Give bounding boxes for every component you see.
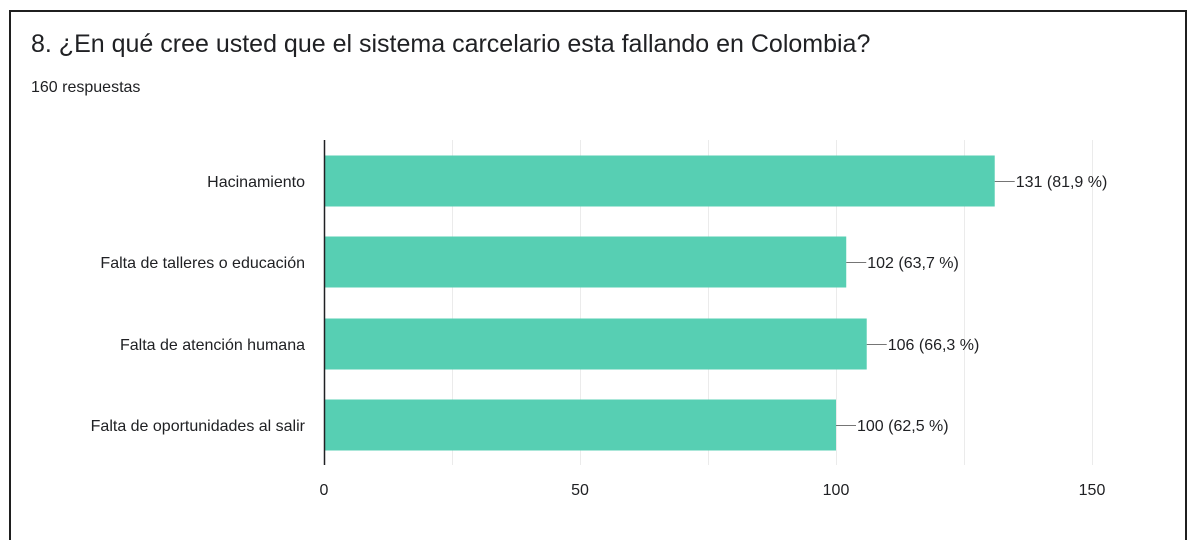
x-tick-label: 0: [320, 482, 329, 499]
x-tick-label: 150: [1079, 482, 1106, 499]
category-label: Hacinamiento: [207, 174, 305, 191]
data-label: 102 (63,7 %): [867, 255, 959, 272]
data-label: 106 (66,3 %): [888, 337, 980, 354]
data-label: 131 (81,9 %): [1016, 174, 1108, 191]
bar: [324, 236, 847, 288]
bar: [324, 155, 995, 207]
question-title: 8. ¿En qué cree usted que el sistema car…: [31, 30, 871, 58]
category-label: Falta de atención humana: [120, 337, 305, 354]
data-label: 100 (62,5 %): [857, 418, 949, 435]
bar: [324, 399, 836, 451]
bar-chart: 131 (81,9 %) Hacinamiento 102 (63,7 %) Falt…: [91, 140, 1108, 499]
response-count: 160 respuestas: [31, 79, 141, 96]
category-label: Falta de talleres o educación: [100, 255, 305, 272]
bar: [324, 318, 867, 370]
x-tick-label: 100: [823, 482, 850, 499]
x-tick-label: 50: [571, 482, 589, 499]
category-label: Falta de oportunidades al salir: [91, 418, 306, 435]
